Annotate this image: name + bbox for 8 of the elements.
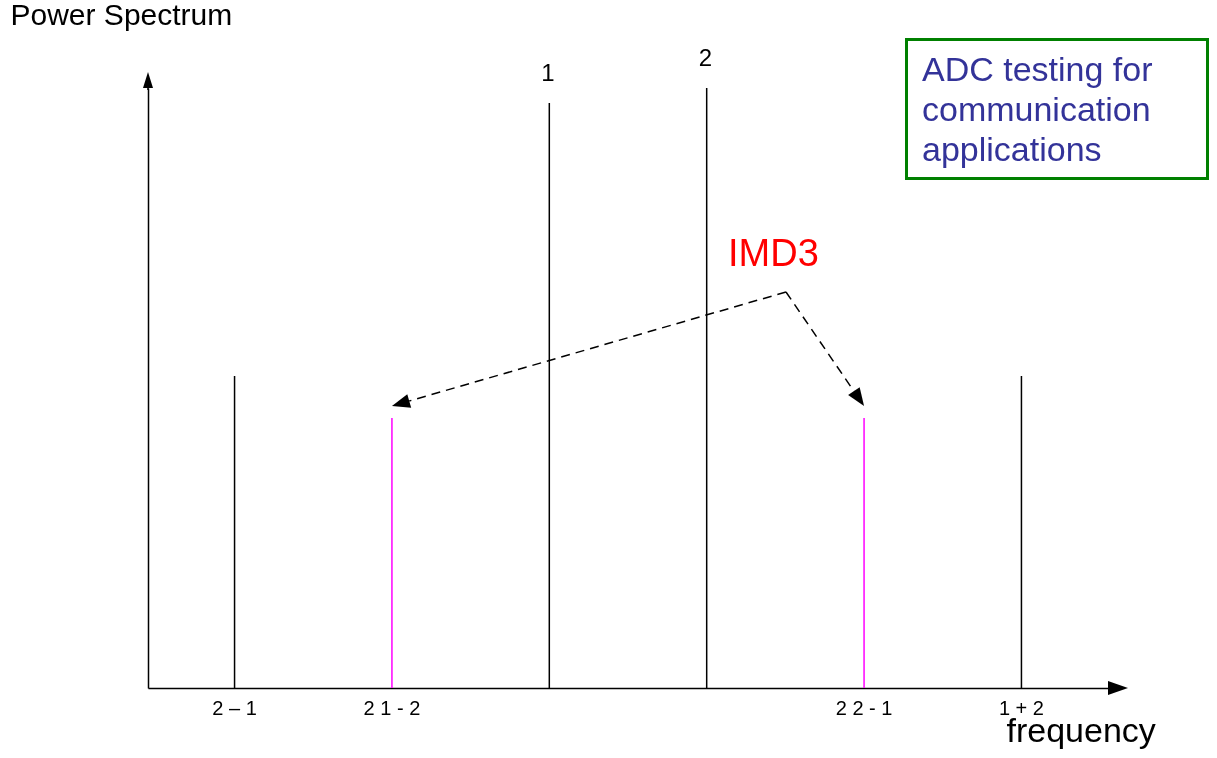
x-tick-label: 2 2 - 1	[835, 696, 893, 719]
x-tick-label: 2 1 - 2	[363, 696, 421, 719]
x-tick-label: 2 – 1	[212, 696, 257, 719]
y-axis-title: Power Spectrum	[10, 0, 233, 31]
annotation: IMD3	[728, 232, 819, 275]
text: 2	[698, 44, 713, 72]
text: 1	[541, 59, 555, 87]
annotation: ADC testing for communication applications	[905, 38, 1209, 180]
